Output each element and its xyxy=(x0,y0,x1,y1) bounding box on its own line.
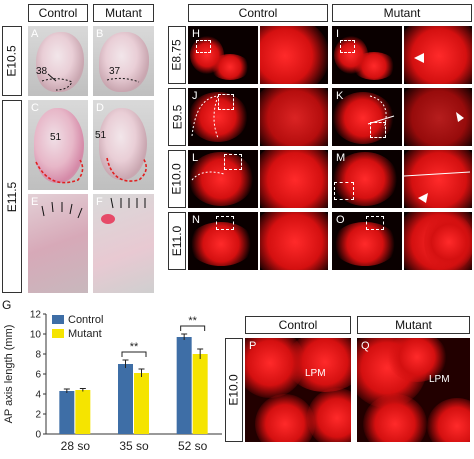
panel-l-zoom xyxy=(260,150,328,208)
somite-count-c: 51 xyxy=(50,132,62,143)
significance-label: ** xyxy=(188,315,197,327)
panel-letter-e: E xyxy=(31,196,39,208)
panel-letter-n: N xyxy=(192,214,200,226)
arrowhead-icon xyxy=(414,53,424,63)
stage-label-e9-5: E9.5 xyxy=(168,88,186,146)
significance-bracket xyxy=(180,325,206,331)
y-tick-label: 2 xyxy=(35,410,41,421)
stage-label-e11-0: E11.0 xyxy=(168,212,186,270)
stage-label-e10-5: E10.5 xyxy=(2,26,22,96)
y-tick-label: 12 xyxy=(30,310,42,321)
chart-g: 0 2 4 6 8 10 12 AP axis length (mm) 28 so 35 so 52… xyxy=(3,310,222,453)
bar xyxy=(192,354,208,434)
stage-label-e8-75: E8.75 xyxy=(168,26,186,84)
panel-e: E xyxy=(28,194,88,293)
bottom-header-control: Control xyxy=(245,316,351,334)
y-tick-label: 4 xyxy=(35,390,41,401)
panel-q: Q LPM xyxy=(357,338,470,442)
panel-a: A 38 xyxy=(28,26,88,96)
panel-letter-l: L xyxy=(192,152,199,164)
x-tick-label: 28 so xyxy=(61,439,91,453)
arrowhead-icon xyxy=(418,193,428,203)
somite-count-d: 51 xyxy=(95,130,107,141)
y-tick-label: 10 xyxy=(30,330,42,341)
stage-label-e10-0: E10.0 xyxy=(168,150,186,208)
legend-label: Mutant xyxy=(68,328,102,340)
panel-letter-d: D xyxy=(96,102,104,114)
panel-f: F xyxy=(93,194,154,293)
panel-letter-o: O xyxy=(336,214,345,226)
panel-i: I xyxy=(332,26,402,84)
panel-letter-j: J xyxy=(192,90,198,102)
panel-n: N xyxy=(188,212,258,270)
bar xyxy=(75,390,91,434)
bottom-header-mutant: Mutant xyxy=(357,316,470,334)
panel-n-zoom xyxy=(260,212,328,270)
panel-letter-b: B xyxy=(96,28,104,40)
arrowhead-icon xyxy=(456,112,464,122)
somite-count-b: 37 xyxy=(109,66,121,77)
y-tick-label: 6 xyxy=(35,370,41,381)
bar xyxy=(118,364,133,434)
panel-d: D 51 xyxy=(93,100,154,190)
significance-label: ** xyxy=(130,341,139,353)
bar xyxy=(59,391,75,434)
panel-i-zoom xyxy=(404,26,472,84)
stage-label-e11-5: E11.5 xyxy=(2,100,22,293)
bar xyxy=(176,337,192,434)
panel-letter-a: A xyxy=(31,28,39,40)
y-tick-label: 0 xyxy=(35,430,41,441)
y-axis-label: AP axis length (mm) xyxy=(3,325,15,424)
panel-letter-g: G xyxy=(2,298,12,312)
lpm-label-p: LPM xyxy=(305,368,326,379)
panel-letter-f: F xyxy=(96,196,103,208)
panel-letter-p: P xyxy=(249,340,257,352)
panel-h: H xyxy=(188,26,258,84)
stage-label-bottom: E10.0 xyxy=(225,338,243,442)
panel-letter-i: I xyxy=(336,28,340,40)
panel-o-zoom xyxy=(404,212,472,270)
x-tick-label: 35 so xyxy=(119,439,149,453)
panel-letter-q: Q xyxy=(361,340,370,352)
left-header-control: Control xyxy=(28,4,88,22)
right-header-control: Control xyxy=(188,4,328,22)
panel-m: M xyxy=(332,150,402,208)
panel-p: P LPM xyxy=(245,338,351,442)
panel-h-zoom xyxy=(260,26,328,84)
panel-letter-k: K xyxy=(336,90,344,102)
panel-b: B 37 xyxy=(93,26,154,96)
legend-swatch xyxy=(52,329,64,338)
somite-count-a: 38 xyxy=(36,66,48,77)
panel-k-zoom xyxy=(404,88,472,146)
left-header-mutant: Mutant xyxy=(93,4,154,22)
right-header-mutant: Mutant xyxy=(332,4,472,22)
panel-letter-c: C xyxy=(31,102,39,114)
panel-o: O xyxy=(332,212,402,270)
legend-swatch xyxy=(52,315,64,324)
panel-j-zoom xyxy=(260,88,328,146)
legend-label: Control xyxy=(68,314,103,326)
significance-bracket xyxy=(121,351,147,357)
panel-l: L xyxy=(188,150,258,208)
lpm-label-q: LPM xyxy=(429,374,450,385)
panel-letter-m: M xyxy=(336,152,346,164)
panel-c: C 51 xyxy=(28,100,88,190)
bar xyxy=(134,373,149,434)
panel-k: K xyxy=(332,88,402,146)
panel-m-zoom xyxy=(404,150,472,208)
y-tick-label: 8 xyxy=(35,350,41,361)
panel-letter-h: H xyxy=(192,28,200,40)
x-tick-label: 52 so xyxy=(178,439,208,453)
panel-j: J xyxy=(188,88,258,146)
